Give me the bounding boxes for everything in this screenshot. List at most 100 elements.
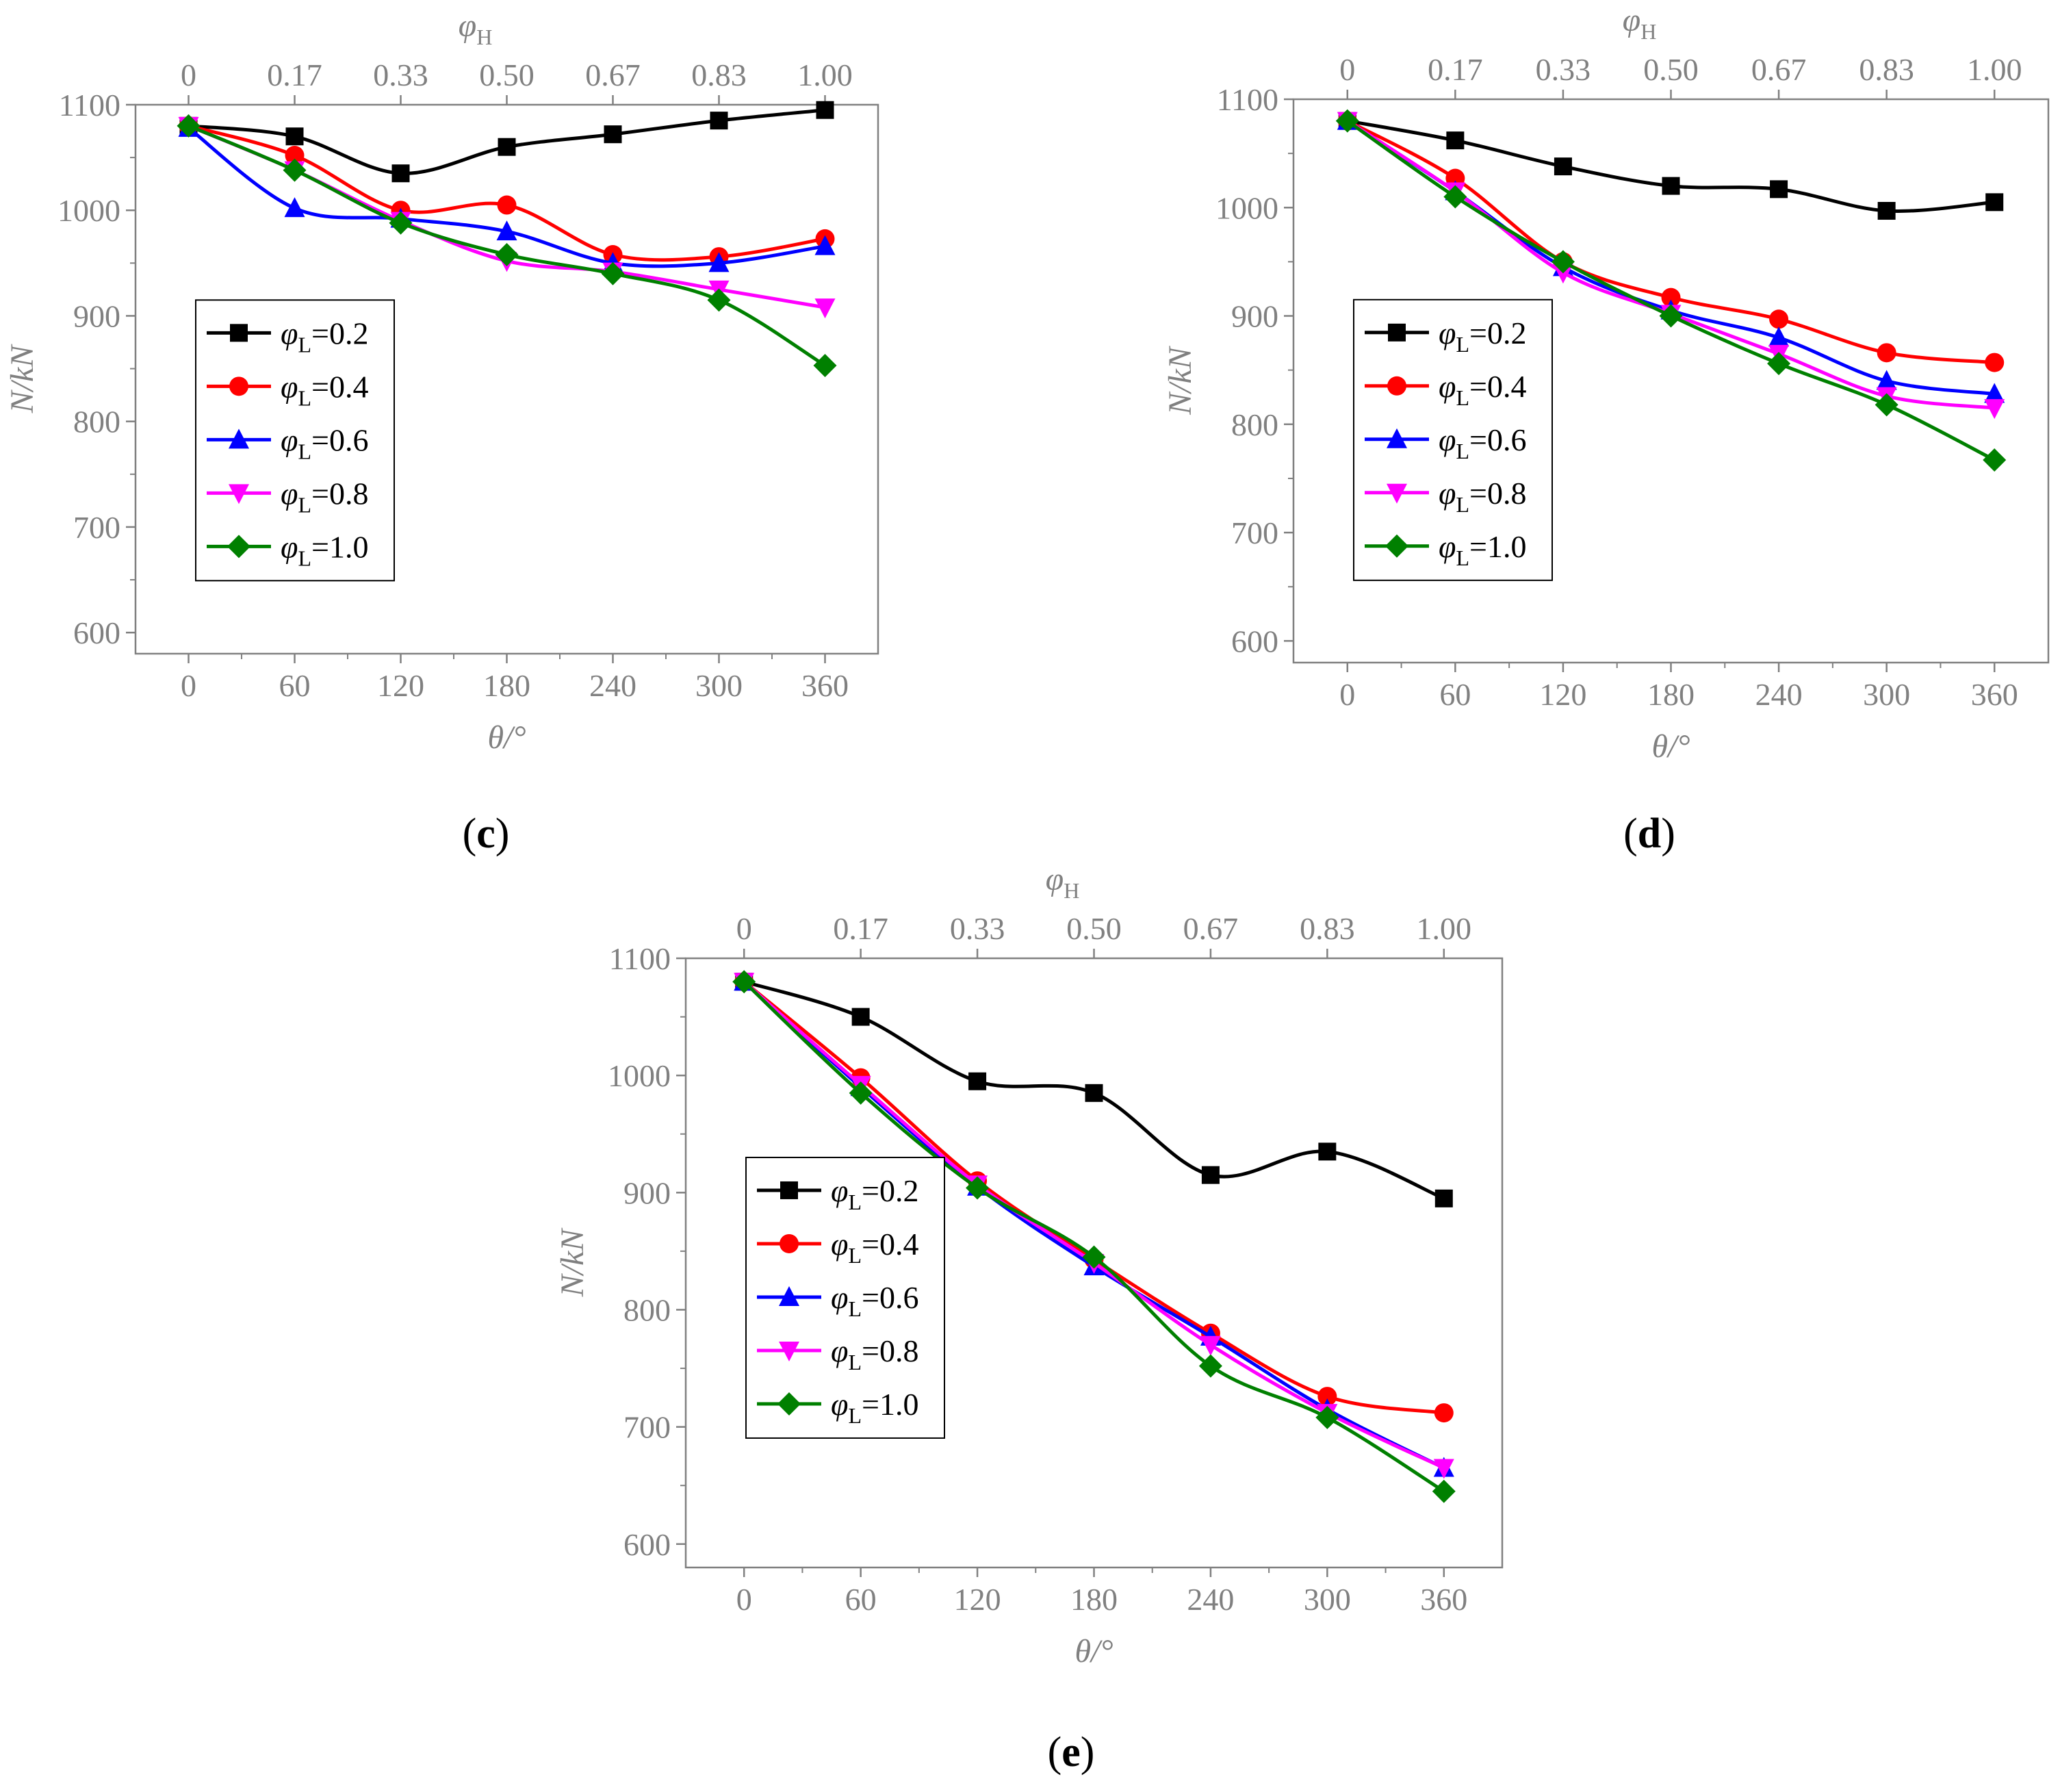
legend-label: φL=0.8 [281, 476, 368, 517]
legend-marker [229, 484, 249, 504]
x-tick-label: 60 [1439, 677, 1471, 712]
legend-marker [780, 1233, 799, 1253]
x-tick-label: 360 [1420, 1582, 1467, 1617]
data-point [391, 164, 410, 183]
data-point [285, 127, 304, 146]
y-tick-label: 800 [73, 405, 120, 439]
y-tick-label: 1000 [57, 193, 120, 228]
top-tick-label: 0 [181, 57, 196, 92]
legend-marker [780, 1181, 798, 1199]
y-tick-label: 700 [623, 1410, 671, 1445]
x-tick-label: 0 [1339, 677, 1355, 712]
legend-label: φL=1.0 [1439, 529, 1526, 570]
data-point [1318, 1142, 1337, 1161]
data-point [1877, 343, 1896, 363]
chart-panel-1: 0 0 60 0.17 120 0.33 180 0.50 240 0.67 300 0.83 360 1… [1162, 2, 2050, 857]
top-tick-label: 0.67 [1751, 52, 1807, 87]
legend-label: φL=0.2 [1439, 316, 1526, 357]
top-tick-label: 0.67 [1183, 911, 1239, 946]
data-point [814, 235, 836, 255]
data-point [1446, 131, 1465, 150]
data-point [1554, 157, 1572, 176]
y-tick-label: 900 [1231, 299, 1278, 334]
legend-marker [1387, 376, 1406, 396]
data-point [1198, 1354, 1222, 1378]
data-point [1659, 304, 1683, 328]
data-point [708, 252, 730, 272]
data-point [1985, 353, 2005, 372]
top-tick-label: 0.50 [1643, 52, 1699, 87]
legend-marker [779, 1341, 799, 1361]
panel-label: (e) [1048, 1729, 1095, 1776]
data-point [1432, 1479, 1456, 1503]
legend-marker [230, 324, 248, 342]
x-tick-label: 300 [1863, 677, 1910, 712]
data-point [283, 158, 307, 182]
y-axis-label: N/kN [1162, 345, 1198, 415]
data-point [495, 243, 519, 267]
legend-label: φL=0.4 [281, 369, 368, 410]
top-tick-label: 0.50 [479, 57, 535, 92]
y-tick-label: 700 [1231, 515, 1278, 550]
top-axis-label: φH [459, 8, 493, 49]
data-point [604, 125, 622, 144]
y-tick-label: 1100 [1217, 82, 1278, 117]
y-tick-label: 800 [1231, 407, 1278, 442]
top-tick-label: 0 [1339, 52, 1355, 87]
data-point [968, 1072, 987, 1090]
data-point [1983, 448, 2007, 472]
series-line-0 [1347, 119, 1995, 213]
data-point [1315, 1405, 1339, 1429]
data-point [1082, 1245, 1106, 1269]
x-tick-label: 240 [1755, 677, 1803, 712]
y-tick-label: 1100 [609, 941, 671, 976]
data-point [1551, 250, 1575, 274]
data-point [814, 298, 836, 319]
y-tick-label: 1000 [1215, 190, 1278, 225]
legend-label: φL=0.6 [281, 422, 368, 463]
legend-label: φL=0.8 [831, 1333, 918, 1374]
x-tick-label: 180 [1647, 677, 1695, 712]
x-tick-label: 60 [845, 1582, 877, 1617]
data-point [1767, 352, 1791, 376]
x-tick-label: 0 [736, 1582, 752, 1617]
panel-label: (c) [463, 810, 510, 857]
x-tick-label: 60 [279, 668, 311, 703]
legend-label: φL=1.0 [831, 1387, 918, 1428]
top-tick-label: 1.00 [1967, 52, 2022, 87]
x-axis-label: θ/° [1074, 1633, 1113, 1669]
top-tick-label: 0.83 [691, 57, 747, 92]
legend-marker [227, 535, 250, 559]
x-tick-label: 120 [377, 668, 424, 703]
x-tick-label: 240 [589, 668, 636, 703]
legend-marker [1387, 483, 1407, 504]
legend-label: φL=1.0 [281, 529, 368, 570]
legend-marker [1385, 534, 1408, 558]
y-tick-label: 600 [1231, 624, 1278, 658]
legend-label: φL=0.2 [831, 1173, 918, 1214]
chart-panel-0: 0 0 60 0.17 120 0.33 180 0.50 240 0.67 300 0.83 360 1… [4, 8, 879, 857]
data-point [1985, 193, 2004, 212]
data-point [177, 114, 201, 138]
top-tick-label: 1.00 [1417, 911, 1472, 946]
y-tick-label: 900 [73, 298, 120, 333]
data-point [732, 970, 756, 994]
data-point [1984, 383, 2005, 403]
legend-label: φL=0.4 [1439, 369, 1526, 410]
data-point [813, 353, 837, 377]
data-point [1201, 1166, 1220, 1184]
x-tick-label: 300 [695, 668, 743, 703]
data-point [1317, 1387, 1337, 1407]
legend-label: φL=0.8 [1439, 476, 1526, 517]
y-tick-label: 1000 [608, 1058, 671, 1093]
data-point [285, 146, 305, 166]
top-tick-label: 0.83 [1300, 911, 1355, 946]
data-point [284, 197, 305, 218]
data-point [497, 195, 517, 215]
legend-marker [779, 1285, 799, 1306]
y-axis-label: N/kN [554, 1227, 591, 1298]
y-tick-label: 700 [73, 510, 120, 545]
x-axis-label: θ/° [487, 719, 526, 756]
data-point [1875, 393, 1898, 417]
data-point [1661, 287, 1681, 307]
